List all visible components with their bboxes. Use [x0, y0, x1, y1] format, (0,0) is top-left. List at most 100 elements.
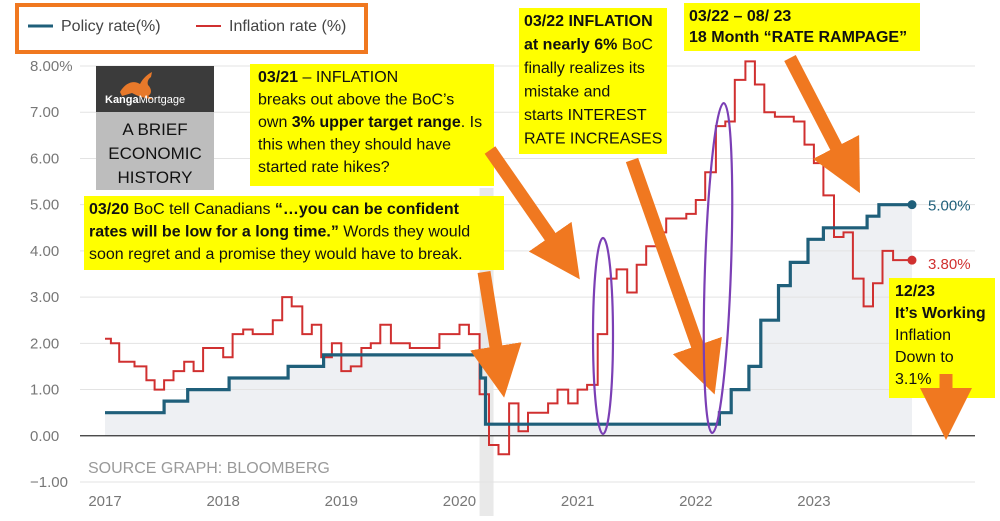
note-mar21-text-segment: 03/21: [258, 69, 298, 86]
series-layer: [105, 60, 917, 456]
note-mar22-text-segment: finally realizes its: [524, 60, 645, 77]
kanga-logo-box: [96, 66, 214, 112]
note-mar21-box: [250, 64, 494, 186]
note-mar21-text-segment: 3% upper target range: [292, 114, 461, 131]
y-tick-label: 3.00: [30, 289, 59, 306]
note-dec23-line: Down to: [895, 349, 954, 366]
x-tick-label: 2022: [679, 493, 712, 510]
note-rampage-text-segment: 18 Month “RATE RAMPAGE”: [689, 29, 907, 46]
note-mar22-text-segment: 03/22 INFLATION: [524, 13, 653, 30]
source-label: SOURCE GRAPH: BLOOMBERG: [88, 460, 330, 477]
note-mar22-text-segment: RATE INCREASES: [524, 131, 662, 148]
note-mar21-line: this when they should have: [258, 137, 451, 154]
note-mar21-text-segment: . Is: [461, 114, 482, 131]
note-mar22-line: finally realizes its: [524, 60, 645, 77]
x-tick-label: 2017: [88, 493, 121, 510]
note-mar21-text-segment: own: [258, 114, 292, 131]
x-tick-label: 2019: [325, 493, 358, 510]
note-mar21-text-segment: this when they should have: [258, 137, 451, 154]
note-dec23-text-segment: It’s Working: [895, 305, 986, 322]
note-mar21-line: 03/21 – INFLATION: [258, 69, 398, 86]
note-dec23-line: 3.1%: [895, 371, 931, 388]
note-mar20-text-segment: rates will be low for a long time.”: [89, 224, 339, 241]
note-mar21-text-segment: – INFLATION: [298, 69, 398, 86]
y-tick-label: 5.00: [30, 197, 59, 214]
note-dec23-text-segment: 3.1%: [895, 371, 931, 388]
note-mar21-text-segment: breaks out above the BoC’s: [258, 92, 454, 109]
note-mar22-text-segment: mistake and: [524, 84, 610, 101]
arrow-to-2021-breakout: [484, 146, 580, 280]
note-dec23-line: It’s Working: [895, 305, 986, 322]
note-mar22-line: starts INTEREST: [524, 107, 647, 124]
history-box-line: A BRIEF: [122, 120, 187, 139]
y-tick-label: 4.00: [30, 243, 59, 260]
kangaroo-shape: [120, 72, 154, 100]
ellipse-2021: [591, 236, 615, 436]
y-tick-label: 2.00: [30, 335, 59, 352]
note-mar22-box: [519, 8, 667, 154]
y-tick-label: 7.00: [30, 104, 59, 121]
note-dec23-text-segment: 12/23: [895, 283, 935, 300]
x-tick-label: 2023: [797, 493, 830, 510]
kangaroo-icon: [120, 72, 154, 100]
y-tick-label: −1.00: [30, 474, 68, 491]
policy-rate-line: [105, 203, 912, 426]
note-mar20-box: [84, 196, 504, 270]
x-tick-label: 2018: [206, 493, 239, 510]
note-mar20-text-segment: soon regret and a promise they would hav…: [89, 246, 463, 263]
note-mar21-line: started rate hikes?: [258, 159, 390, 176]
note-mar22-text-segment: at nearly 6%: [524, 37, 617, 54]
note-rampage-box: [684, 3, 920, 51]
arrow-to-2020-cut: [470, 270, 522, 398]
note-mar20-line: soon regret and a promise they would hav…: [89, 246, 463, 263]
note-mar22-line: 03/22 INFLATION: [524, 13, 653, 30]
note-dec23-line: Inflation: [895, 327, 951, 344]
history-box-line: ECONOMIC: [108, 144, 202, 163]
note-mar20-text-segment: Words they would: [339, 224, 470, 241]
logo-kanga: Kanga: [105, 94, 140, 106]
note-mar22-line: RATE INCREASES: [524, 131, 662, 148]
note-mar22-text-segment: starts INTEREST: [524, 107, 647, 124]
note-dec23-text-segment: Inflation: [895, 327, 951, 344]
policy-rate-area: [105, 204, 912, 436]
inflation-rate-end-label: 3.80%: [928, 256, 971, 273]
legend-item-label: Inflation rate (%): [229, 18, 346, 35]
note-mar21-text-segment: started rate hikes?: [258, 159, 390, 176]
note-mar21-line: own 3% upper target range. Is: [258, 114, 482, 131]
ellipse-2022: [702, 101, 734, 435]
note-mar22-line: mistake and: [524, 84, 610, 101]
note-mar20-line: rates will be low for a long time.” Word…: [89, 224, 470, 241]
history-box-line: HISTORY: [118, 168, 193, 187]
logo-mortgage: Mortgage: [139, 94, 185, 106]
annotation-layer: Policy rate(%) Inflation rate (%) KangaMor…: [15, 3, 995, 440]
x-tick-label: 2021: [561, 493, 594, 510]
legend-box: [15, 3, 368, 54]
note-rampage-text-segment: 03/22 – 08/ 23: [689, 8, 791, 25]
note-dec23-text-segment: Down to: [895, 349, 954, 366]
note-mar20-line: 03/20 BoC tell Canadians “…you can be co…: [89, 201, 460, 218]
x-tick-label: 2020: [443, 493, 476, 510]
policy-rate-end-point: [907, 200, 917, 210]
note-mar20-text-segment: 03/20: [89, 201, 129, 218]
inflation-rate-line: [105, 60, 903, 456]
arrow-to-2022-hike: [625, 157, 722, 395]
axis-layer: 8.00% 7.00 6.00 5.00 4.00 3.00 2.00 1.00 0.00 −1.…: [30, 58, 971, 510]
policy-rate-end-label: 5.00%: [928, 198, 971, 215]
y-tick-label: 8.00%: [30, 58, 73, 75]
y-tick-label: 0.00: [30, 428, 59, 445]
note-mar20-text-segment: “…you can be confident: [275, 201, 460, 218]
y-tick-label: 6.00: [30, 150, 59, 167]
note-mar20-text-segment: BoC tell Canadians: [129, 201, 275, 218]
note-mar22-text-segment: BoC: [617, 37, 653, 54]
note-rampage-line: 18 Month “RATE RAMPAGE”: [689, 29, 907, 46]
inflation-rate-end-point: [907, 255, 917, 265]
y-tick-label: 1.00: [30, 382, 59, 399]
note-mar22-line: at nearly 6% BoC: [524, 37, 653, 54]
logo-wordmark: KangaMortgage: [105, 94, 185, 106]
history-box: [96, 112, 214, 190]
note-rampage-line: 03/22 – 08/ 23: [689, 8, 791, 25]
note-mar21-line: breaks out above the BoC’s: [258, 92, 454, 109]
arrow-to-rate-peak: [784, 55, 860, 194]
